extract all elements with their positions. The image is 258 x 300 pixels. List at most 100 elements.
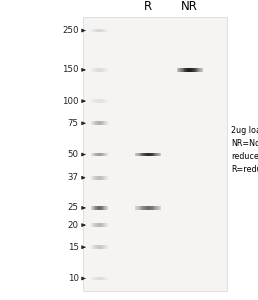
- Text: 25: 25: [68, 203, 85, 212]
- Bar: [100, 176, 101, 180]
- Bar: [99, 277, 100, 280]
- Bar: [97, 223, 98, 227]
- Bar: [159, 153, 160, 157]
- Bar: [103, 153, 104, 157]
- Bar: [156, 153, 157, 157]
- Bar: [147, 153, 148, 157]
- Bar: [105, 99, 106, 103]
- Bar: [100, 121, 101, 125]
- Bar: [94, 277, 95, 280]
- Bar: [102, 206, 103, 210]
- Bar: [179, 68, 180, 72]
- Bar: [104, 245, 105, 249]
- Bar: [104, 223, 105, 227]
- Bar: [101, 277, 102, 280]
- Bar: [143, 153, 144, 157]
- Bar: [99, 206, 100, 210]
- Bar: [202, 68, 203, 72]
- Bar: [106, 99, 107, 103]
- Bar: [139, 153, 140, 157]
- Bar: [105, 176, 106, 180]
- Bar: [92, 206, 93, 210]
- Bar: [98, 99, 99, 103]
- Bar: [106, 176, 107, 180]
- Bar: [101, 223, 102, 227]
- Bar: [95, 176, 96, 180]
- Bar: [99, 153, 100, 157]
- Bar: [97, 245, 98, 249]
- Bar: [100, 277, 101, 280]
- Bar: [96, 153, 97, 157]
- Bar: [107, 28, 108, 32]
- Bar: [149, 153, 150, 157]
- Bar: [94, 28, 95, 32]
- Bar: [159, 206, 160, 210]
- Bar: [100, 223, 101, 227]
- Bar: [91, 99, 92, 103]
- Bar: [103, 206, 104, 210]
- Bar: [91, 153, 92, 157]
- Bar: [98, 28, 99, 32]
- Bar: [95, 68, 96, 72]
- Bar: [155, 153, 156, 157]
- Bar: [148, 206, 149, 210]
- Bar: [94, 153, 95, 157]
- Bar: [95, 121, 96, 125]
- Text: 75: 75: [68, 119, 85, 128]
- Bar: [149, 206, 150, 210]
- Bar: [95, 153, 96, 157]
- Bar: [94, 121, 95, 125]
- Bar: [95, 28, 96, 32]
- Bar: [99, 99, 100, 103]
- Bar: [146, 206, 147, 210]
- Bar: [104, 277, 105, 280]
- Bar: [197, 68, 198, 72]
- Bar: [104, 99, 105, 103]
- Bar: [103, 245, 104, 249]
- Bar: [102, 121, 103, 125]
- Bar: [105, 277, 106, 280]
- Bar: [93, 277, 94, 280]
- Bar: [151, 153, 152, 157]
- Bar: [136, 153, 137, 157]
- Bar: [106, 121, 107, 125]
- Bar: [107, 153, 108, 157]
- Bar: [92, 245, 93, 249]
- Text: 20: 20: [68, 220, 85, 230]
- Bar: [106, 28, 107, 32]
- Bar: [200, 68, 201, 72]
- Bar: [105, 206, 106, 210]
- Bar: [191, 68, 192, 72]
- Bar: [192, 68, 193, 72]
- Bar: [157, 153, 158, 157]
- Bar: [151, 206, 152, 210]
- Bar: [96, 68, 97, 72]
- Text: 250: 250: [62, 26, 85, 35]
- Bar: [156, 206, 157, 210]
- Bar: [93, 206, 94, 210]
- Bar: [105, 28, 106, 32]
- Bar: [107, 121, 108, 125]
- Bar: [96, 176, 97, 180]
- Bar: [91, 176, 92, 180]
- Bar: [101, 28, 102, 32]
- Bar: [101, 245, 102, 249]
- Bar: [104, 206, 105, 210]
- Bar: [98, 68, 99, 72]
- Bar: [100, 99, 101, 103]
- Bar: [145, 206, 146, 210]
- Bar: [94, 176, 95, 180]
- Bar: [139, 206, 140, 210]
- Bar: [183, 68, 184, 72]
- Bar: [107, 206, 108, 210]
- Bar: [137, 206, 138, 210]
- Bar: [187, 68, 188, 72]
- Bar: [96, 223, 97, 227]
- Bar: [96, 121, 97, 125]
- Bar: [91, 28, 92, 32]
- Bar: [102, 28, 103, 32]
- Text: NR: NR: [181, 0, 198, 13]
- Bar: [101, 206, 102, 210]
- Bar: [148, 153, 149, 157]
- Bar: [142, 206, 143, 210]
